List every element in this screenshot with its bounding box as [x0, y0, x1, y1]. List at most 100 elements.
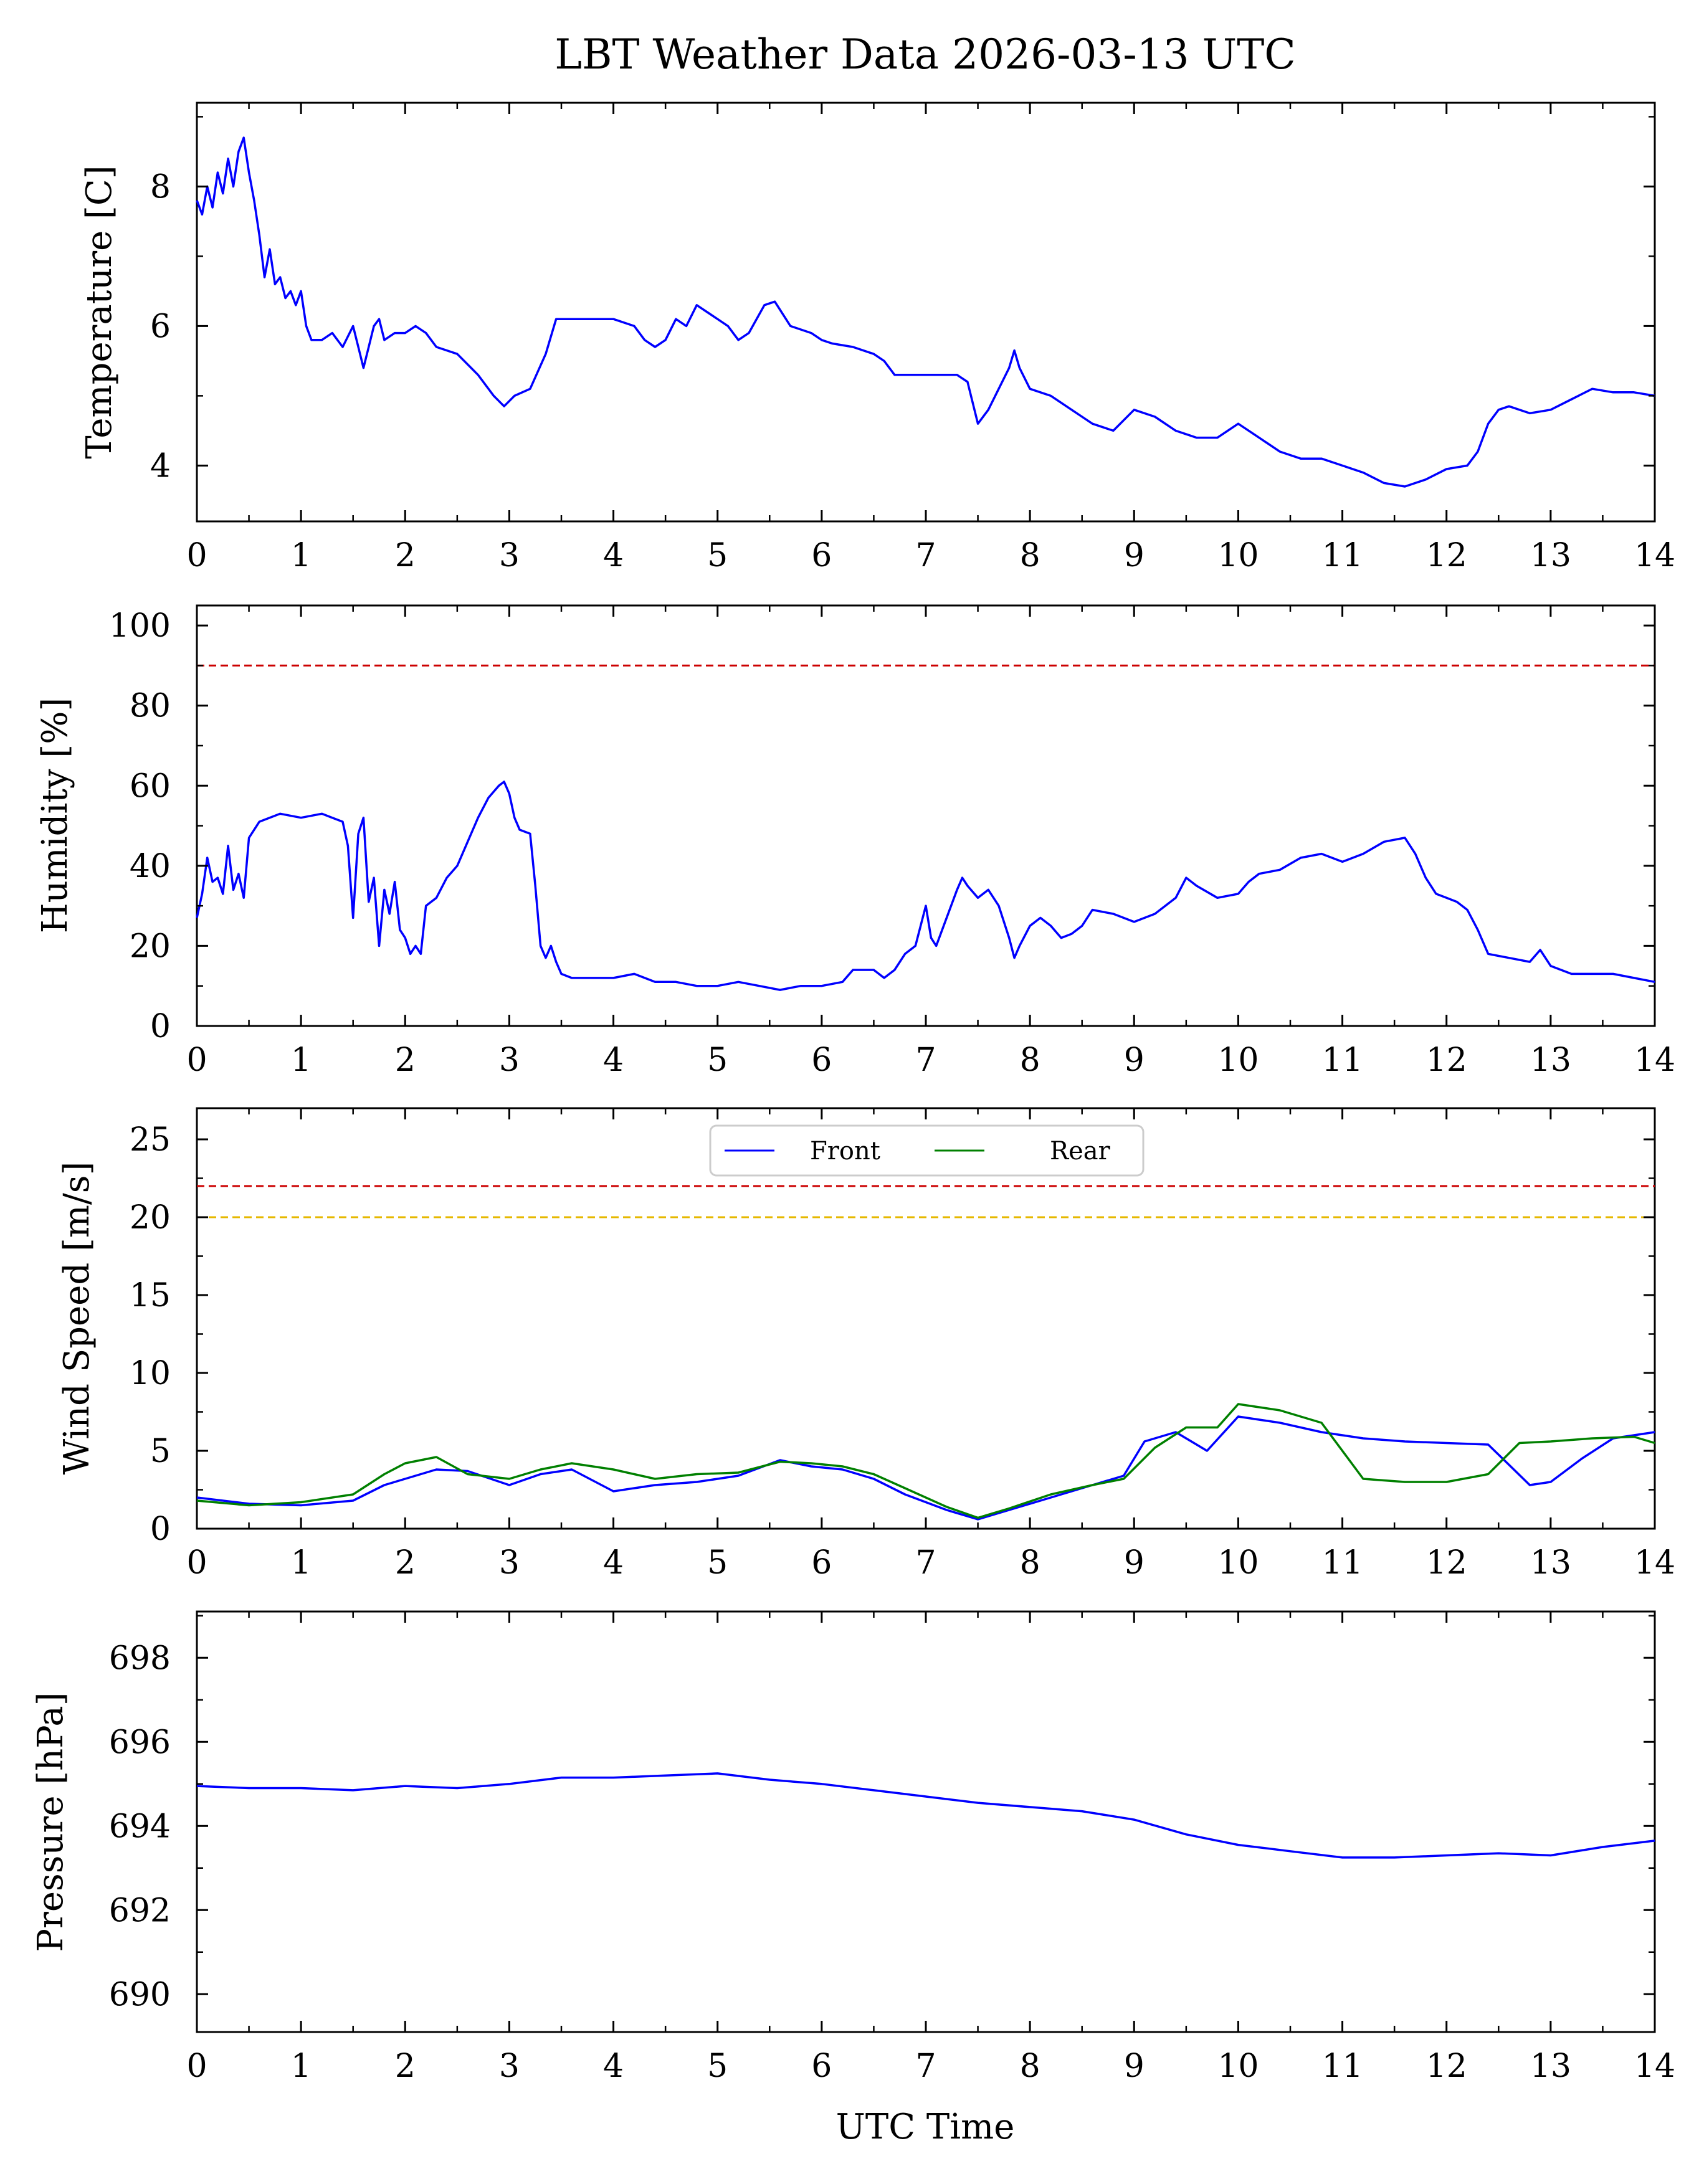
x-tick-label: 11	[1321, 1544, 1363, 1582]
x-tick-label: 1	[291, 1544, 312, 1582]
x-tick-label: 7	[915, 537, 936, 574]
x-tick-label: 14	[1634, 537, 1675, 574]
x-tick-label: 8	[1020, 1544, 1040, 1582]
y-tick-label: 20	[130, 928, 171, 965]
x-tick-label: 8	[1020, 1042, 1040, 1079]
x-tick-label: 3	[499, 537, 520, 574]
x-tick-label: 1	[291, 2048, 312, 2085]
x-tick-label: 13	[1530, 537, 1571, 574]
x-tick-label: 5	[707, 537, 728, 574]
x-tick-label: 11	[1321, 1042, 1363, 1079]
pressure-ylabel: Pressure [hPa]	[31, 1692, 71, 1952]
y-tick-label: 694	[109, 1808, 171, 1845]
x-tick-label: 3	[499, 1544, 520, 1582]
x-tick-label: 2	[395, 2048, 416, 2085]
x-tick-label: 6	[811, 2048, 832, 2085]
pressure-panel: Pressure [hPa] 0 1 2 3 4 5 6 7 8 9 10 11 12 13 1469069…	[31, 1610, 1675, 2085]
temperature-ylabel: Temperature [C]	[79, 165, 120, 458]
x-tick-label: 10	[1217, 2048, 1259, 2085]
series-line-temperature	[196, 136, 1655, 488]
y-tick-label: 25	[130, 1121, 171, 1159]
x-tick-label: 3	[499, 1042, 520, 1079]
x-tick-label: 10	[1217, 1544, 1259, 1582]
x-tick-label: 14	[1634, 2048, 1675, 2085]
x-tick-label: 9	[1124, 2048, 1145, 2085]
y-tick-label: 692	[109, 1892, 171, 1929]
x-tick-label: 12	[1426, 2048, 1467, 2085]
y-tick-label: 4	[150, 447, 171, 485]
legend-rear-label: Rear	[1050, 1137, 1111, 1166]
x-tick-label: 8	[1020, 2048, 1040, 2085]
x-tick-label: 4	[603, 2048, 624, 2085]
series-line-humidity	[196, 781, 1655, 991]
y-tick-label: 5	[150, 1433, 171, 1470]
y-tick-label: 8	[150, 168, 171, 206]
x-axis-label: UTC Time	[836, 2107, 1015, 2147]
y-tick-label: 0	[150, 1008, 171, 1045]
x-tick-label: 4	[603, 1544, 624, 1582]
humidity-ylabel: Humidity [%]	[35, 698, 75, 934]
x-tick-label: 4	[603, 1042, 624, 1079]
chart-title: LBT Weather Data 2026-03-13 UTC	[555, 31, 1296, 78]
x-tick-label: 7	[915, 1544, 936, 1582]
x-tick-label: 5	[707, 2048, 728, 2085]
series-line-front	[196, 1415, 1655, 1521]
x-tick-label: 7	[915, 1042, 936, 1079]
wind-panel: Wind Speed [m/s] Front Rear 0 1 2 3 4 5 6 7 8 9 10…	[57, 1107, 1675, 1582]
x-tick-label: 12	[1426, 1042, 1467, 1079]
x-tick-label: 5	[707, 1544, 728, 1582]
x-tick-label: 4	[603, 537, 624, 574]
x-tick-label: 6	[811, 537, 832, 574]
x-tick-label: 11	[1321, 537, 1363, 574]
y-tick-label: 10	[130, 1355, 171, 1392]
x-tick-label: 2	[395, 1544, 416, 1582]
y-tick-label: 60	[130, 767, 171, 805]
x-tick-label: 10	[1217, 1042, 1259, 1079]
x-tick-label: 7	[915, 2048, 936, 2085]
series-line-pressure	[196, 1772, 1655, 1859]
x-tick-label: 3	[499, 2048, 520, 2085]
x-tick-label: 0	[186, 1042, 207, 1079]
x-tick-label: 0	[186, 1544, 207, 1582]
x-tick-label: 0	[186, 537, 207, 574]
x-tick-label: 14	[1634, 1544, 1675, 1582]
wind-ylabel: Wind Speed [m/s]	[57, 1162, 97, 1475]
y-tick-label: 698	[109, 1640, 171, 1677]
x-tick-label: 9	[1124, 1042, 1145, 1079]
y-tick-label: 6	[150, 308, 171, 345]
x-tick-label: 11	[1321, 2048, 1363, 2085]
x-tick-label: 13	[1530, 2048, 1571, 2085]
x-tick-label: 12	[1426, 1544, 1467, 1582]
y-tick-label: 0	[150, 1511, 171, 1548]
series-line-rear	[196, 1403, 1655, 1519]
y-tick-label: 40	[130, 848, 171, 885]
x-tick-label: 10	[1217, 537, 1259, 574]
x-tick-label: 2	[395, 1042, 416, 1079]
wind-legend: Front Rear	[709, 1124, 1145, 1177]
x-tick-label: 6	[811, 1042, 832, 1079]
x-tick-label: 13	[1530, 1042, 1571, 1079]
y-tick-label: 696	[109, 1724, 171, 1761]
legend-frame	[709, 1124, 1145, 1177]
x-tick-label: 9	[1124, 537, 1145, 574]
y-tick-label: 80	[130, 688, 171, 725]
y-tick-label: 20	[130, 1199, 171, 1237]
x-tick-label: 9	[1124, 1544, 1145, 1582]
x-tick-label: 6	[811, 1544, 832, 1582]
x-tick-label: 2	[395, 537, 416, 574]
x-tick-label: 1	[291, 537, 312, 574]
x-tick-label: 8	[1020, 537, 1040, 574]
x-tick-label: 0	[186, 2048, 207, 2085]
x-tick-label: 13	[1530, 1544, 1571, 1582]
x-tick-label: 5	[707, 1042, 728, 1079]
y-tick-label: 690	[109, 1976, 171, 2013]
y-tick-label: 15	[130, 1277, 171, 1314]
x-tick-label: 12	[1426, 537, 1467, 574]
humidity-panel: Humidity [%] 0 1 2 3 4 5 6 7 8 9 10 11 12 13 140204060…	[35, 604, 1675, 1079]
y-tick-label: 100	[109, 607, 171, 645]
x-tick-label: 1	[291, 1042, 312, 1079]
x-tick-label: 14	[1634, 1042, 1675, 1079]
